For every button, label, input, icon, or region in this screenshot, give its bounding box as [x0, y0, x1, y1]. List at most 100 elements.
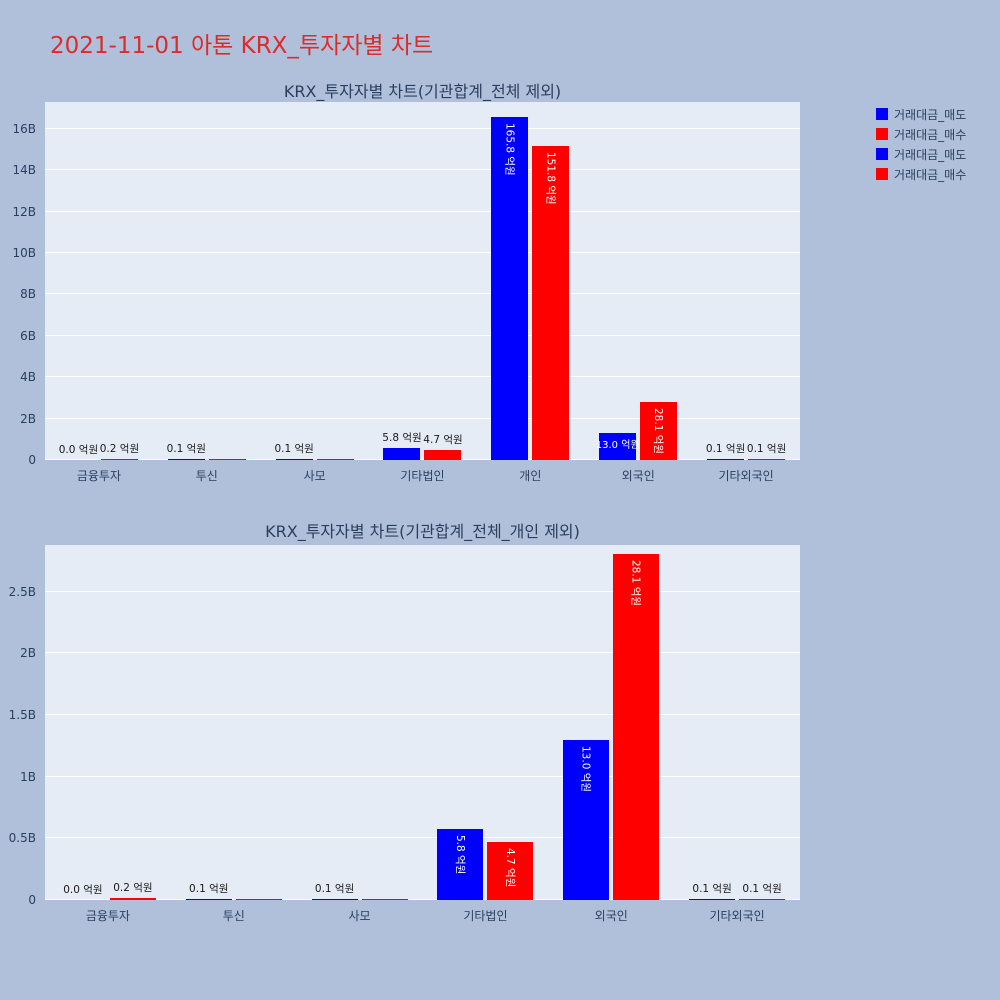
- bar-거래대금_매수-외국인[interactable]: 28.1 억원: [613, 553, 660, 900]
- bar-value-label: 0.1 억원: [705, 443, 746, 455]
- bar-거래대금_매수-개인[interactable]: 151.8 억원: [532, 145, 570, 460]
- bar-거래대금_매수-투신[interactable]: [208, 459, 246, 460]
- gridline: [45, 590, 800, 592]
- bar-거래대금_매수-사모[interactable]: [361, 898, 408, 900]
- chart-title: KRX_투자자별 차트(기관합계_전체 제외): [283, 82, 562, 101]
- y-tick-label: 2B: [20, 411, 36, 426]
- bar-value-label: 0.1 억원: [166, 443, 206, 455]
- bar-거래대금_매수-투신[interactable]: [235, 898, 282, 900]
- legend-swatch-icon: [876, 108, 888, 120]
- bar-value-label: 5.8 억원: [453, 834, 466, 874]
- legend-item-3[interactable]: 거래대금_매수: [876, 164, 966, 184]
- bar-거래대금_매수-기타법인[interactable]: 4.7 억원: [423, 434, 463, 460]
- y-tick-label: 2B: [20, 646, 36, 661]
- gridline: [45, 334, 800, 336]
- y-tick-label: 0: [28, 893, 36, 907]
- category-group: 0.1 억원 사모: [297, 545, 423, 923]
- gridline: [45, 775, 800, 777]
- bar-value-label: 4.7 억원: [503, 848, 516, 888]
- gridline: [45, 169, 800, 171]
- y-tick-label: 16B: [12, 121, 36, 136]
- y-tick-label: 1B: [20, 769, 36, 784]
- bar-거래대금_매도-외국인[interactable]: 13.0 억원: [596, 433, 640, 460]
- y-tick-label: 10B: [12, 246, 36, 261]
- legend-item-0[interactable]: 거래대금_매도: [876, 104, 966, 124]
- gridline: [45, 376, 800, 378]
- x-axis-label: 기타법인: [463, 909, 508, 923]
- bar-거래대금_매도-외국인[interactable]: 13.0 억원: [563, 739, 610, 900]
- y-tick-label: 8B: [20, 287, 36, 302]
- bar-거래대금_매도-사모[interactable]: 0.1 억원: [274, 443, 314, 460]
- y-tick-label: 14B: [12, 163, 36, 178]
- bar-거래대금_매수-사모[interactable]: [316, 459, 354, 460]
- bar-거래대금_매수-외국인[interactable]: 28.1 억원: [640, 401, 678, 460]
- x-axis-label: 외국인: [594, 909, 628, 923]
- bar-거래대금_매도-개인[interactable]: 165.8 억원: [491, 116, 529, 460]
- bar-value-label: 5.8 억원: [382, 432, 422, 444]
- x-axis-label: 투신: [195, 469, 218, 483]
- legend-swatch-icon: [876, 128, 888, 140]
- bar-거래대금_매도-기타법인[interactable]: 5.8 억원: [382, 432, 422, 460]
- bar-거래대금_매수-금융투자[interactable]: 0.2 억원: [100, 443, 139, 460]
- gridline: [45, 293, 800, 295]
- legend-item-1[interactable]: 거래대금_매수: [876, 124, 966, 144]
- chart-title: KRX_투자자별 차트(기관합계_전체_개인 제외): [265, 522, 580, 541]
- bar-value-label: 28.1 억원: [652, 407, 665, 454]
- bar-거래대금_매수-기타외국인[interactable]: 0.1 억원: [747, 443, 786, 460]
- page-title: 2021-11-01 아톤 KRX_투자자별 차트: [50, 33, 434, 59]
- legend-item-2[interactable]: 거래대금_매도: [876, 144, 966, 164]
- bar-value-label: 0.0 억원: [63, 884, 103, 896]
- bar-거래대금_매수-기타외국인[interactable]: 0.1 억원: [739, 883, 786, 900]
- gridline: [45, 714, 800, 716]
- legend-swatch-icon: [876, 168, 888, 180]
- bar-거래대금_매수-기타법인[interactable]: 4.7 억원: [487, 842, 534, 900]
- gridline: [45, 899, 800, 900]
- x-axis-label: 사모: [303, 469, 326, 483]
- bar-value-label: 0.2 억원: [99, 443, 140, 455]
- bar-거래대금_매도-투신[interactable]: 0.1 억원: [185, 883, 232, 900]
- plot-area: 0 0.5B 1B 1.5B 2B 2.5B 0.0 억원 0.2 억원 금융투자 0.1 억원 투…: [9, 545, 800, 923]
- bar-value-label: 0.2 억원: [113, 881, 153, 894]
- bar-value-label: 0.0 억원: [58, 444, 99, 456]
- bar-거래대금_매도-투신[interactable]: 0.1 억원: [167, 443, 206, 460]
- gridline: [45, 210, 800, 212]
- legend-item-label: 거래대금_매도: [894, 147, 967, 162]
- bar-거래대금_매도-사모[interactable]: 0.1 억원: [311, 883, 358, 900]
- bar-value-label: 13.0 억원: [579, 745, 592, 792]
- legend-item-label: 거래대금_매수: [894, 127, 967, 142]
- bar-거래대금_매도-기타외국인[interactable]: 0.1 억원: [706, 443, 745, 460]
- gridline: [45, 417, 800, 419]
- bar-value-label: 4.7 억원: [423, 434, 463, 447]
- bar-거래대금_매도-기타법인[interactable]: 5.8 억원: [437, 828, 484, 900]
- bar-value-label: 0.1 억원: [746, 443, 787, 455]
- x-axis-label: 외국인: [621, 469, 655, 483]
- bar-value-label: 0.1 억원: [742, 882, 782, 895]
- gridline: [45, 127, 800, 129]
- gridline: [45, 837, 800, 839]
- plot-area: 0 2B 4B 6B 8B 10B 12B 14B 16B 0.0 억원 0.2 억원 금융투자 0.1…: [12, 102, 800, 483]
- legend-item-label: 거래대금_매도: [894, 107, 967, 122]
- x-axis-label: 투신: [222, 909, 245, 923]
- x-axis-label: 기타외국인: [718, 469, 774, 483]
- x-axis-label: 기타법인: [400, 469, 445, 483]
- x-axis-label: 금융투자: [85, 909, 130, 923]
- bar-value-label: 151.8 억원: [544, 151, 557, 205]
- category-group: 0.1 억원 0.1 억원 기타외국인: [674, 545, 800, 923]
- bar-거래대금_매수-금융투자[interactable]: 0.2 억원: [109, 882, 156, 900]
- gridline: [45, 252, 800, 254]
- bar-거래대금_매도-기타외국인[interactable]: 0.1 억원: [689, 883, 736, 900]
- bar-value-label: 0.1 억원: [189, 882, 229, 895]
- x-axis-label: 금융투자: [76, 469, 121, 483]
- y-tick-label: 12B: [12, 204, 36, 219]
- gridline: [45, 459, 800, 460]
- legend-item-label: 거래대금_매수: [894, 167, 967, 182]
- bar-value-label: 165.8 억원: [503, 122, 516, 176]
